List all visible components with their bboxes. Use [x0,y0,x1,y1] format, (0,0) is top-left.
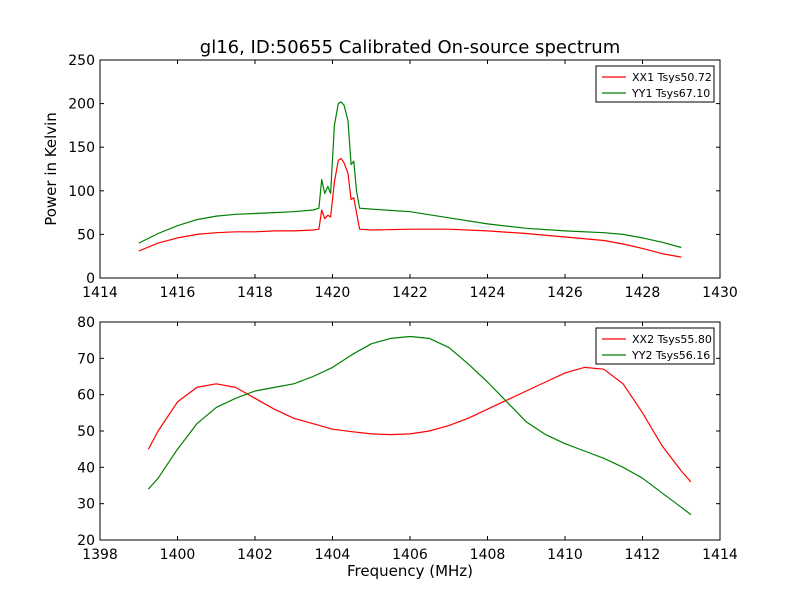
y-tick-label: 40 [77,460,95,476]
legend: XX1 Tsys50.72 YY1 Tsys67.10 [595,65,715,103]
y-tick-label: 30 [77,497,95,513]
x-axis-label: Frequency (MHz) [347,562,473,580]
x-tick-label: 1426 [547,285,583,301]
legend-entry-label: YY2 Tsys56.16 [631,349,710,362]
y-tick-label: 20 [77,533,95,549]
y-tick-label: 200 [68,97,95,113]
x-tick-label: 1402 [237,547,273,563]
x-tick-label: 1424 [470,285,506,301]
x-tick-label: 1422 [392,285,428,301]
series-line-yy2 [147,335,692,516]
legend-entry-label: XX1 Tsys50.72 [632,71,712,84]
y-tick-label: 50 [77,227,95,243]
x-tick-label: 1416 [160,285,196,301]
legend-entry-label: XX2 Tsys55.80 [632,333,712,346]
x-tick-label: 1406 [392,547,428,563]
x-tick-label: 1418 [237,285,273,301]
y-tick-label: 80 [77,315,95,331]
legend-entry-label: YY1 Tsys67.10 [631,87,710,100]
y-tick-label: 0 [86,271,95,287]
x-tick-label: 1412 [625,547,661,563]
x-tick-label: 1430 [702,285,738,301]
x-tick-label: 1414 [82,285,118,301]
series-line-xx1 [138,157,682,258]
series-line-yy1 [138,101,682,249]
legend-box [595,327,715,365]
legend-box [595,65,715,103]
y-tick-label: 250 [68,53,95,69]
y-tick-label: 70 [77,351,95,367]
x-tick-label: 1420 [315,285,351,301]
x-tick-label: 1408 [470,547,506,563]
y-tick-label: 60 [77,388,95,404]
top-subplot: 1414 1416 1418 1420 1422 1424 1426 1428 1430 0 50 1… [42,53,738,301]
x-tick-label: 1414 [702,547,738,563]
y-tick-label: 50 [77,424,95,440]
x-tick-label: 1400 [160,547,196,563]
x-tick-label: 1428 [625,285,661,301]
y-axis-label: Power in Kelvin [42,112,60,226]
bottom-subplot: 1398 1400 1402 1404 1406 1408 1410 1412 1414 20 30… [77,315,738,580]
x-tick-label: 1410 [547,547,583,563]
legend: XX2 Tsys55.80 YY2 Tsys56.16 [595,327,715,365]
chart-title: gl16, ID:50655 Calibrated On-source spec… [200,37,620,58]
y-tick-label: 100 [68,184,95,200]
x-tick-label: 1398 [82,547,118,563]
y-tick-label: 150 [68,140,95,156]
x-tick-label: 1404 [315,547,351,563]
series-line-xx2 [147,366,692,483]
